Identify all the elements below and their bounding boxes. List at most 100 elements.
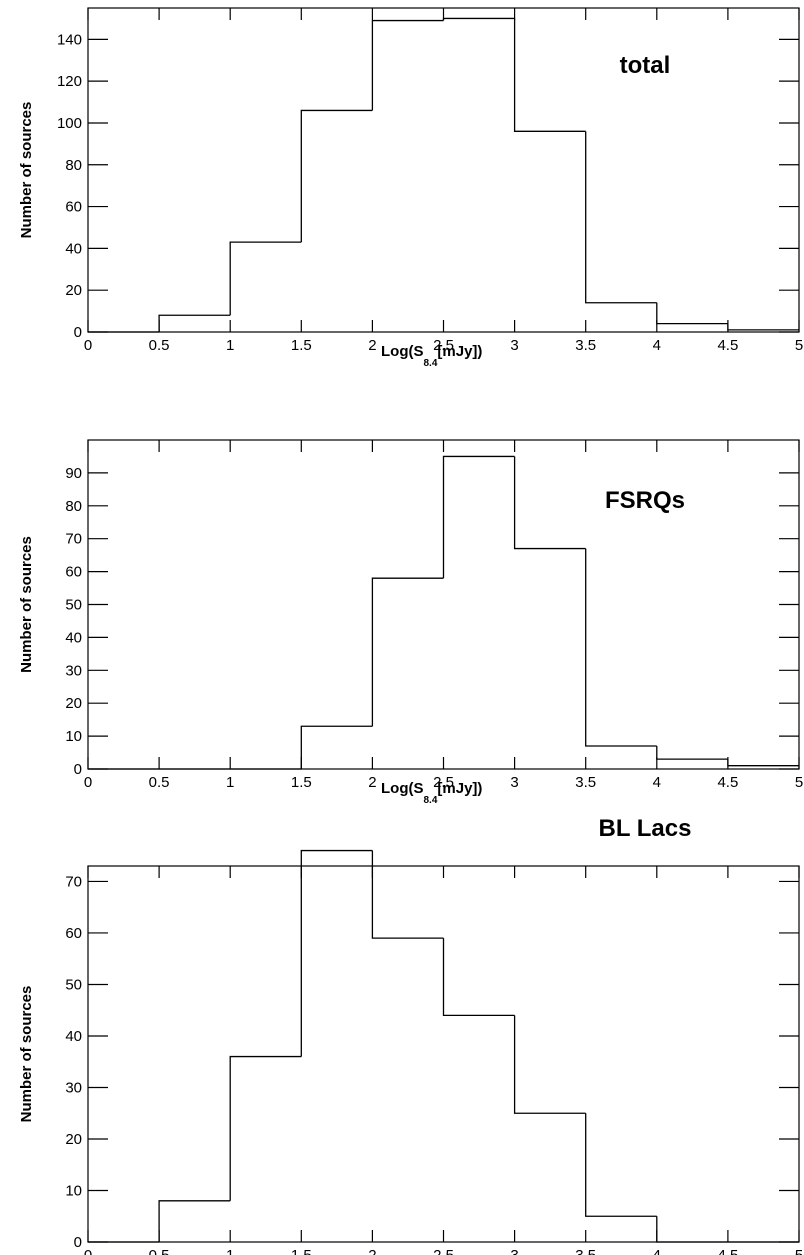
histogram-bin [158,1200,231,1242]
histogram-bin [727,759,799,767]
x-label-part: [mJy]) [437,1253,482,1255]
x-tick-label: 3.5 [575,337,596,354]
annotation: total [620,52,671,79]
histogram-bin [656,1216,728,1243]
histogram-bin [585,1113,657,1217]
y-tick-label: 20 [65,282,82,299]
x-tick-label: 3 [510,337,518,354]
y-tick-label: 70 [65,531,82,548]
y-tick-label: 30 [65,1079,82,1096]
x-tick-label: 5 [795,337,803,354]
x-tick-label: 1 [226,337,234,354]
y-tick-label: 20 [65,1131,82,1148]
x-tick-label: 3 [510,774,518,791]
histogram-bin [229,1055,302,1201]
histogram-bin [300,109,373,243]
x-tick-label: 1.5 [291,774,312,791]
y-tick-label: 20 [65,695,82,712]
x-tick-label: 5 [795,774,803,791]
x-tick-label: 2.5 [433,1247,454,1255]
x-axis-label: Log(S8.4[mJy]) [381,343,482,369]
y-tick-label: 10 [65,1182,82,1199]
y-tick-label: 60 [65,925,82,942]
x-tick-label: 2.5 [433,774,454,791]
y-tick-label: 60 [65,199,82,216]
x-tick-label: 4.5 [717,337,738,354]
x-tick-label: 4.5 [717,774,738,791]
histogram-bin [656,745,728,760]
x-label-part: [mJy]) [437,343,482,360]
plot-frame [87,7,800,333]
x-tick-label: 1 [226,1247,234,1255]
x-tick-label: 3.5 [575,774,596,791]
x-tick-label: 1 [226,774,234,791]
annotation: BL Lacs [599,815,692,842]
x-tick-label: 5 [795,1247,803,1255]
y-axis-label: Number of sources [18,986,35,1123]
y-tick-label: 80 [65,498,82,515]
histogram-bin [513,456,586,550]
x-axis-label: Log(S8.4[mJy]) [381,780,482,806]
histogram-bin [442,938,515,1017]
x-tick-label: 2 [368,1247,376,1255]
x-tick-label: 2 [368,774,376,791]
y-tick-label: 140 [57,31,82,48]
annotation: FSRQs [605,487,685,514]
y-tick-label: 10 [65,728,82,745]
plot-frame [87,865,800,1243]
x-label-part: Log(S [381,780,424,797]
x-label-subscript: 8.4 [424,795,438,806]
x-tick-label: 0 [84,337,92,354]
y-tick-label: 80 [65,157,82,174]
x-tick-label: 0.5 [149,774,170,791]
x-tick-label: 4.5 [717,1247,738,1255]
histogram-bin [300,849,373,1057]
x-tick-label: 0 [84,774,92,791]
histogram-bin [229,241,302,316]
histogram-bin [371,577,444,727]
y-tick-label: 40 [65,629,82,646]
x-tick-label: 1.5 [291,337,312,354]
y-tick-label: 50 [65,597,82,614]
x-tick-label: 0.5 [149,337,170,354]
histogram-bin [656,302,728,325]
histogram-bin [442,455,515,579]
y-axis-label: Number of sources [18,536,35,673]
histogram-bin [585,548,657,747]
y-tick-label: 40 [65,1028,82,1045]
histogram-bin [585,131,657,304]
y-tick-label: 100 [57,115,82,132]
y-tick-label: 0 [74,324,82,341]
y-axis-label: Number of sources [18,102,35,239]
x-tick-label: 0 [84,1247,92,1255]
y-tick-label: 0 [74,761,82,778]
histogram-bin [158,314,231,332]
y-tick-label: 50 [65,976,82,993]
x-tick-label: 0.5 [149,1247,170,1255]
histogram-bin [513,18,586,132]
x-label-subscript: 8.4 [424,358,438,369]
histogram-bin [727,323,799,331]
x-label-part: [mJy]) [437,780,482,797]
y-tick-label: 0 [74,1234,82,1251]
x-axis-label: Log(S8.4[mJy]) [381,1253,482,1255]
x-tick-label: 4 [653,1247,661,1255]
y-tick-label: 120 [57,73,82,90]
histogram-bin [371,19,444,111]
histogram-bin [300,725,373,769]
histogram-bin [371,850,444,939]
y-tick-label: 60 [65,564,82,581]
x-tick-label: 3.5 [575,1247,596,1255]
x-tick-label: 4 [653,774,661,791]
y-tick-label: 70 [65,873,82,890]
y-tick-label: 90 [65,465,82,482]
x-tick-label: 4 [653,337,661,354]
x-tick-label: 2.5 [433,337,454,354]
x-tick-label: 1.5 [291,1247,312,1255]
x-label-part: Log(S [381,1253,424,1255]
y-tick-label: 30 [65,662,82,679]
x-label-part: Log(S [381,343,424,360]
y-tick-label: 40 [65,240,82,257]
histogram-bin [513,1015,586,1114]
